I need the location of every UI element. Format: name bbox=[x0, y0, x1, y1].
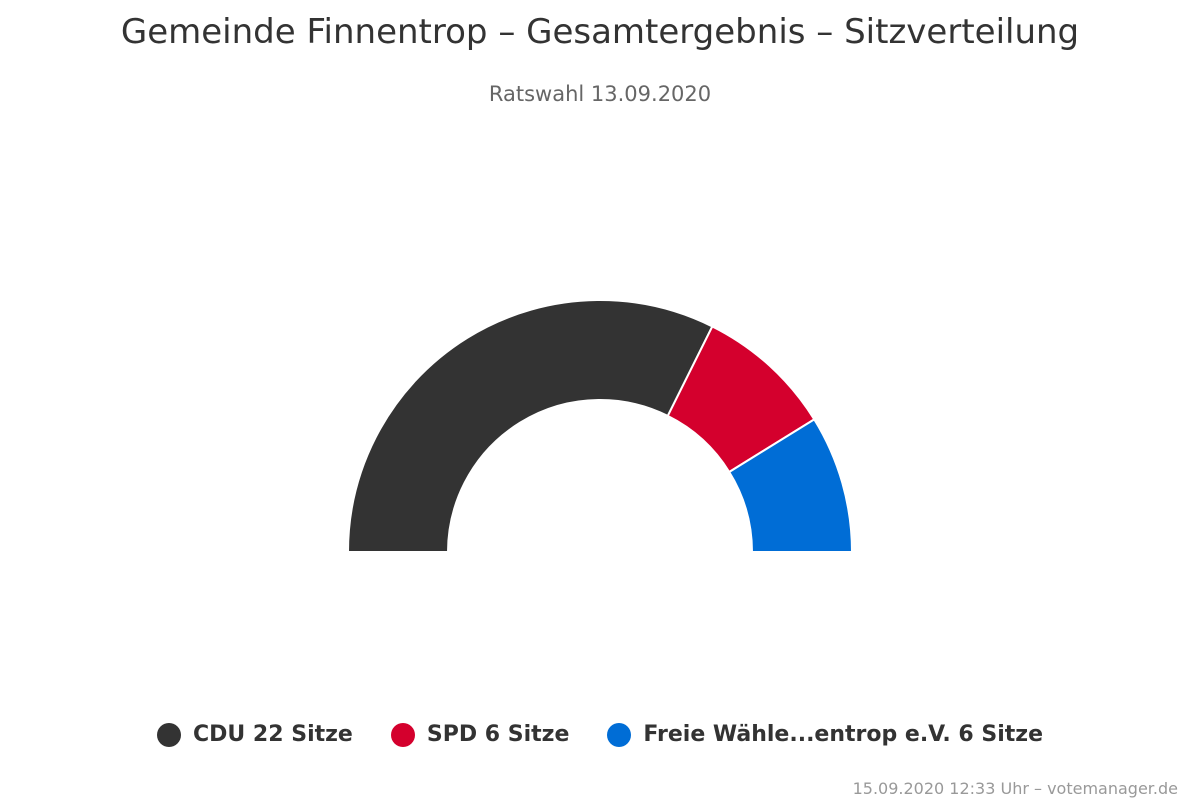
legend-item-freie-waehler[interactable]: Freie Wähle...entrop e.V. 6 Sitze bbox=[607, 722, 1043, 747]
legend-label-spd: SPD 6 Sitze bbox=[426, 722, 570, 747]
slice-freie-w-hle-entrop-e-v[interactable] bbox=[727, 417, 854, 553]
legend-dot-freie-waehler bbox=[607, 722, 632, 747]
legend-label-cdu: CDU 22 Sitze bbox=[192, 722, 353, 747]
credits-text[interactable]: 15.09.2020 12:33 Uhr – votemanager.de bbox=[852, 779, 1178, 798]
slice-cdu[interactable] bbox=[346, 299, 714, 553]
chart-title: Gemeinde Finnentrop – Gesamtergebnis – S… bbox=[120, 12, 1080, 52]
legend: CDU 22 Sitze SPD 6 Sitze Freie Wähle...e… bbox=[0, 722, 1200, 747]
chart-subtitle: Ratswahl 13.09.2020 bbox=[488, 82, 712, 106]
legend-item-spd[interactable]: SPD 6 Sitze bbox=[390, 722, 570, 747]
legend-item-cdu[interactable]: CDU 22 Sitze bbox=[156, 722, 353, 747]
legend-dot-spd bbox=[390, 722, 415, 747]
legend-dot-cdu bbox=[156, 722, 181, 747]
legend-label-freie-waehler: Freie Wähle...entrop e.V. 6 Sitze bbox=[643, 722, 1044, 747]
